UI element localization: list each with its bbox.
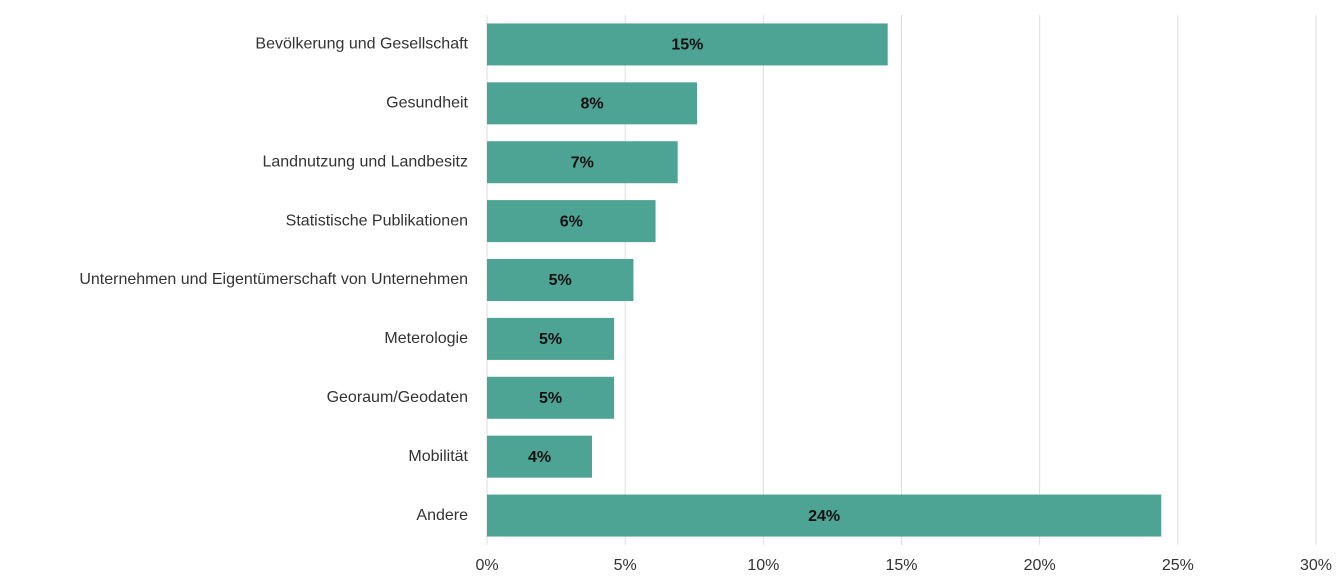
bar xyxy=(487,200,656,243)
value-label: 6% xyxy=(560,213,583,230)
value-label: 7% xyxy=(571,154,594,171)
bar xyxy=(487,317,615,360)
bar xyxy=(487,82,698,125)
value-label: 8% xyxy=(580,96,603,113)
y-tick-label: Meterologie xyxy=(384,330,468,347)
y-tick-label: Unternehmen und Eigentümerschaft von Unt… xyxy=(79,271,468,288)
y-tick-label: Statistische Publikationen xyxy=(286,212,468,229)
bar xyxy=(487,376,615,419)
y-tick-label: Gesundheit xyxy=(386,95,468,112)
bar xyxy=(487,259,634,301)
bar xyxy=(487,23,888,66)
bar xyxy=(487,435,593,478)
bar xyxy=(487,141,678,184)
value-label: 15% xyxy=(671,37,703,54)
x-tick-label: 25% xyxy=(1162,557,1194,574)
value-label: 5% xyxy=(539,331,562,348)
x-tick-label: 0% xyxy=(475,557,498,574)
x-tick-label: 5% xyxy=(614,557,637,574)
y-tick-label: Mobilität xyxy=(408,448,468,465)
value-label: 5% xyxy=(539,390,562,407)
y-tick-label: Bevölkerung und Gesellschaft xyxy=(255,36,468,53)
value-label: 4% xyxy=(528,449,551,466)
value-label: 5% xyxy=(549,272,572,289)
x-tick-label: 20% xyxy=(1024,557,1056,574)
y-tick-label: Landnutzung und Landbesitz xyxy=(262,153,468,170)
x-tick-label: 30% xyxy=(1300,557,1332,574)
x-tick-label: 10% xyxy=(747,557,779,574)
bar xyxy=(487,494,1162,537)
value-label: 24% xyxy=(808,508,840,525)
y-tick-label: Andere xyxy=(416,507,468,524)
x-tick-label: 15% xyxy=(885,557,917,574)
y-tick-label: Georaum/Geodaten xyxy=(327,389,468,406)
